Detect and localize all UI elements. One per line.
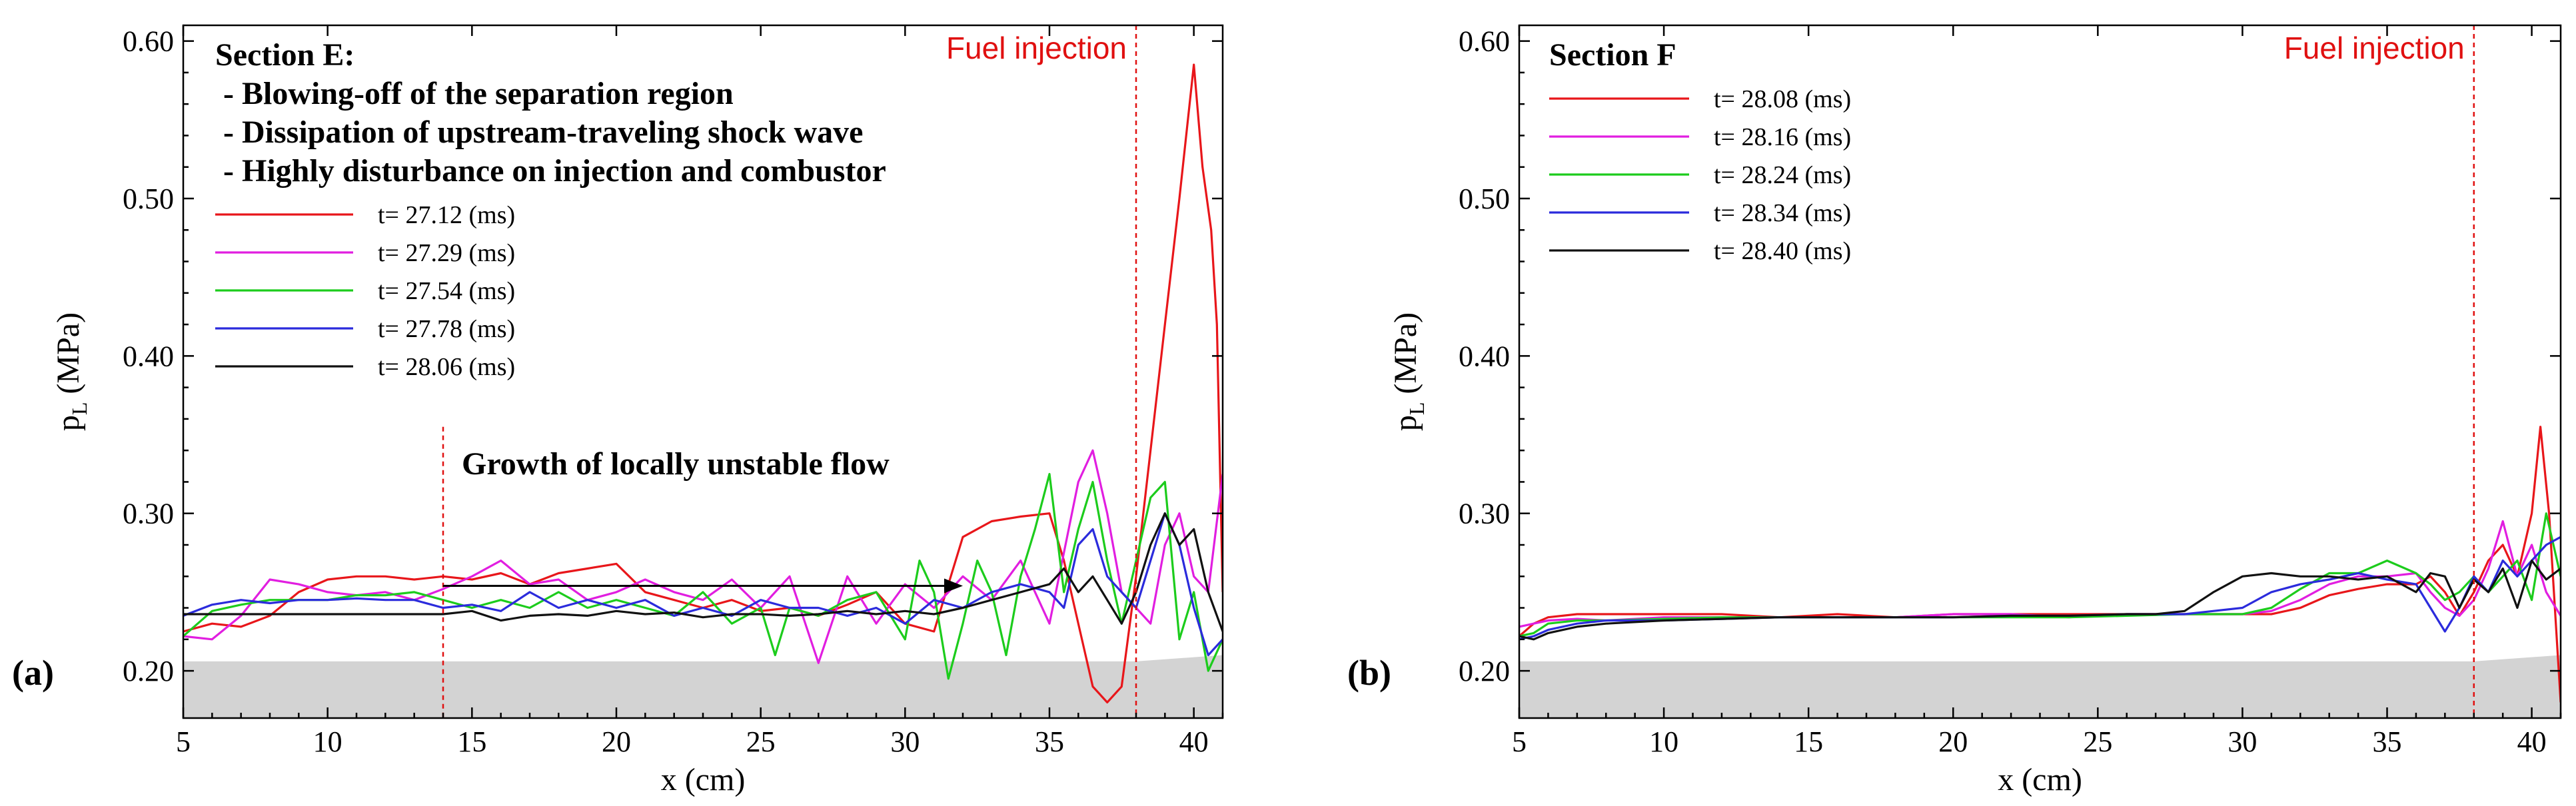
section-note: - Blowing-off of the separation region: [215, 76, 734, 111]
y-tick-label: 0.30: [1459, 498, 1510, 530]
legend-label: t= 28.40 (ms): [1714, 237, 1851, 265]
growth-arrow-head: [944, 578, 963, 594]
x-axis-title: x (cm): [661, 762, 746, 797]
y-axis-title-main: p: [1388, 415, 1423, 431]
legend-label: t= 28.08 (ms): [1714, 85, 1851, 113]
panel-label: (a): [12, 653, 54, 693]
y-axis-title: pL (MPa): [51, 312, 91, 431]
series-line-2: [183, 449, 1223, 664]
section-note: - Dissipation of upstream-traveling shoc…: [215, 115, 863, 150]
x-tick-label: 5: [1512, 725, 1527, 758]
series-line-3: [183, 472, 1223, 680]
y-axis-title-unit: (MPa): [51, 312, 86, 402]
legend-label: t= 27.54 (ms): [378, 277, 515, 305]
panel-a: Fuel injection Growth of locally unstable…: [12, 24, 1224, 797]
y-tick-label: 0.30: [123, 498, 174, 530]
legend-label: t= 27.12 (ms): [378, 201, 515, 229]
legend-label: t= 28.24 (ms): [1714, 161, 1851, 189]
x-tick-label: 35: [2373, 725, 2402, 758]
x-tick-label: 15: [1794, 725, 1823, 758]
y-tick-label: 0.50: [1459, 183, 1510, 215]
series-line-5: [183, 512, 1223, 632]
y-tick-label: 0.60: [1459, 25, 1510, 58]
y-axis-title-sub: L: [67, 402, 91, 416]
fuel-injection-label: Fuel injection: [946, 31, 1127, 65]
y-axis-title-sub: L: [1405, 402, 1429, 416]
series-line-1: [1519, 426, 2561, 703]
x-tick-label: 5: [176, 725, 191, 758]
x-tick-label: 35: [1035, 725, 1064, 758]
x-tick-label: 25: [2083, 725, 2112, 758]
x-tick-label: 20: [602, 725, 631, 758]
series-line-2: [1519, 520, 2561, 628]
growth-annotation-text: Growth of locally unstable flow: [462, 446, 890, 482]
x-tick-label: 20: [1938, 725, 1968, 758]
y-axis-title: pL (MPa): [1388, 312, 1429, 431]
legend-label: t= 27.78 (ms): [378, 315, 515, 343]
legend-label: t= 28.06 (ms): [378, 353, 515, 381]
x-tick-label: 25: [746, 725, 776, 758]
x-tick-label: 15: [457, 725, 486, 758]
x-axis-title: x (cm): [1998, 762, 2082, 797]
y-tick-label: 0.60: [123, 25, 174, 58]
x-tick-label: 10: [1649, 725, 1678, 758]
y-axis-title-main: p: [51, 415, 86, 431]
y-tick-label: 0.40: [1459, 340, 1510, 372]
series-line-5: [1519, 559, 2561, 641]
wall-region: [183, 655, 1223, 718]
x-tick-label: 10: [313, 725, 342, 758]
y-axis-title-unit: (MPa): [1388, 312, 1423, 402]
legend-label: t= 28.34 (ms): [1714, 199, 1851, 227]
fuel-injection-label: Fuel injection: [2284, 31, 2465, 65]
x-tick-label: 30: [2228, 725, 2257, 758]
x-tick-label: 40: [2517, 725, 2547, 758]
series-line-4: [183, 512, 1223, 657]
section-title: Section E:: [215, 37, 354, 73]
section-title: Section F: [1549, 37, 1676, 73]
panel-label: (b): [1347, 653, 1391, 693]
y-tick-label: 0.20: [1459, 655, 1510, 687]
wall-region: [1519, 655, 2561, 718]
section-note: - Highly disturbance on injection and co…: [215, 153, 886, 189]
panel-b: Fuel injection 5 10 15 20 25 30 35 40 0.20 0.30 0.4…: [1347, 24, 2562, 797]
legend-label: t= 27.29 (ms): [378, 239, 515, 267]
y-tick-label: 0.50: [123, 183, 174, 215]
x-tick-label: 30: [890, 725, 920, 758]
legend-label: t= 28.16 (ms): [1714, 123, 1851, 151]
series-line-4: [1519, 536, 2561, 641]
y-tick-label: 0.40: [123, 340, 174, 372]
x-tick-label: 40: [1179, 725, 1209, 758]
y-tick-label: 0.20: [123, 655, 174, 687]
